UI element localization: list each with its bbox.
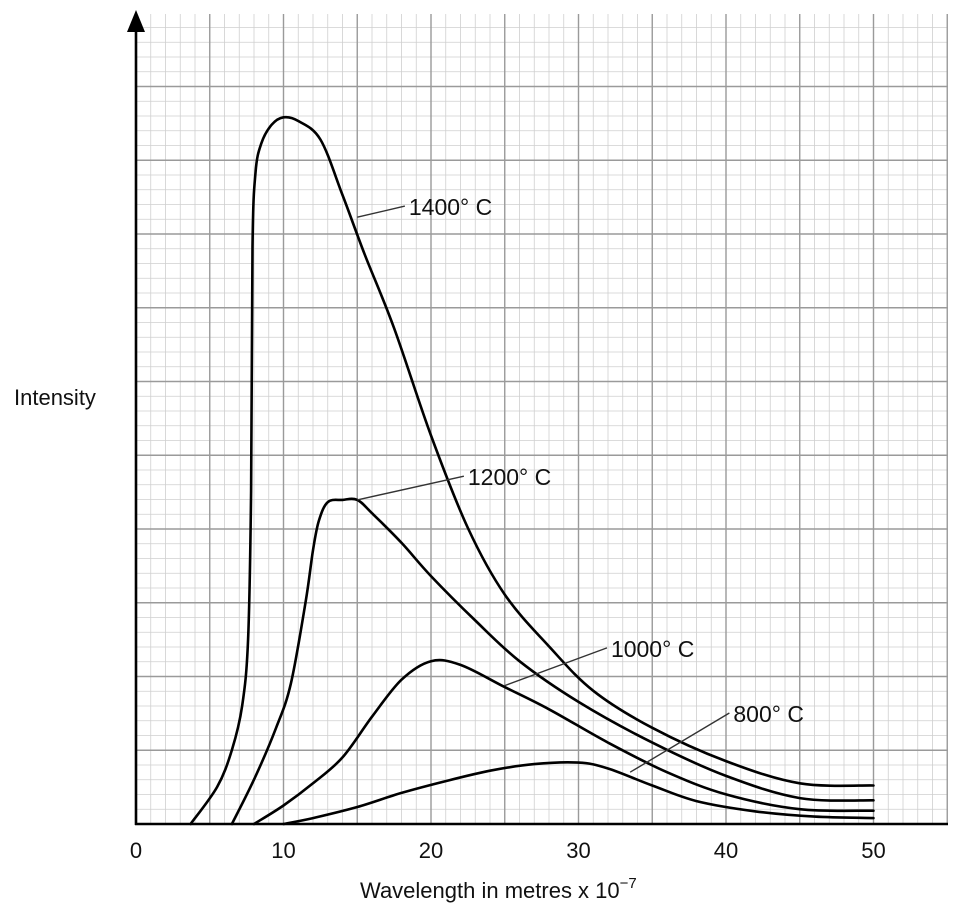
- series-label: 800° C: [733, 701, 804, 727]
- series-curve: [189, 115, 875, 826]
- axes: [127, 10, 948, 826]
- series-curve: [282, 761, 875, 826]
- label-leader-line: [357, 475, 465, 501]
- label-leader-line: [504, 647, 608, 687]
- x-axis-title-exponent: −7: [620, 875, 637, 892]
- x-tick-label: 10: [271, 838, 295, 863]
- series-labels: 1400° C 1200° C 1000° C 800° C: [409, 194, 804, 727]
- x-tick-label: 0: [130, 838, 142, 863]
- label-leader-line: [357, 205, 406, 218]
- label-leader-lines: [357, 205, 730, 773]
- x-tick-label: 20: [419, 838, 443, 863]
- major-gridlines: [135, 14, 948, 825]
- series-label: 1400° C: [409, 194, 492, 220]
- series-label: 1200° C: [468, 464, 551, 490]
- x-tick-labels: 0 10 20 30 40 50: [130, 838, 886, 863]
- x-axis-title: Wavelength in metres x 10−7: [360, 875, 637, 903]
- y-axis-title: Intensity: [14, 385, 96, 410]
- x-tick-label: 40: [714, 838, 738, 863]
- x-tick-label: 50: [861, 838, 885, 863]
- y-axis-arrow-icon: [127, 10, 145, 32]
- series-curve: [252, 658, 875, 826]
- series-label: 1000° C: [611, 636, 694, 662]
- label-leader-line: [629, 712, 730, 773]
- series-curve: [230, 497, 875, 826]
- x-tick-label: 30: [566, 838, 590, 863]
- series-curves: [189, 115, 875, 826]
- minor-gridlines: [136, 14, 948, 824]
- x-axis-title-text: Wavelength in metres x 10: [360, 878, 620, 903]
